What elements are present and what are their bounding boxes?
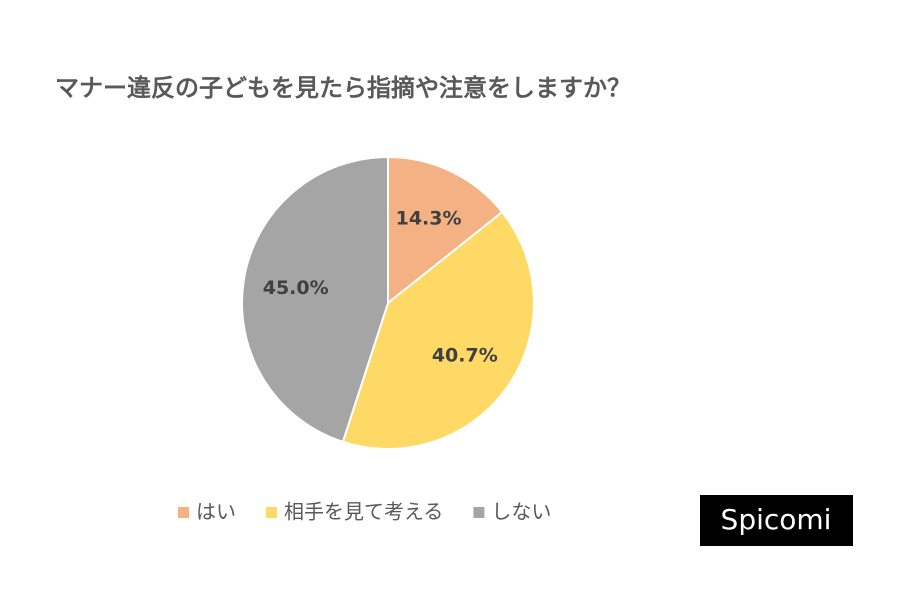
legend-swatch: [473, 507, 485, 518]
pie-slice: [387, 155, 504, 306]
pie: 14.3% 40.7% 45.0%: [241, 155, 535, 450]
data-label: 40.7%: [432, 345, 498, 367]
data-label: 14.3%: [396, 207, 462, 229]
pie-slice: [241, 155, 389, 444]
legend-label: はい: [196, 500, 236, 524]
watermark-box: [700, 495, 853, 546]
pie-slice: [341, 210, 535, 450]
chart-title: マナー違反の子どもを見たら指摘や注意をしますか？: [55, 74, 631, 102]
watermark: Spicomi: [721, 503, 832, 536]
legend: はい 相手を見て考える しない: [178, 500, 551, 524]
legend-label: しない: [491, 500, 551, 524]
legend-label: 相手を見て考える: [284, 500, 443, 524]
legend-swatch: [178, 507, 189, 518]
legend-swatch: [266, 507, 277, 518]
data-label: 45.0%: [263, 277, 329, 299]
